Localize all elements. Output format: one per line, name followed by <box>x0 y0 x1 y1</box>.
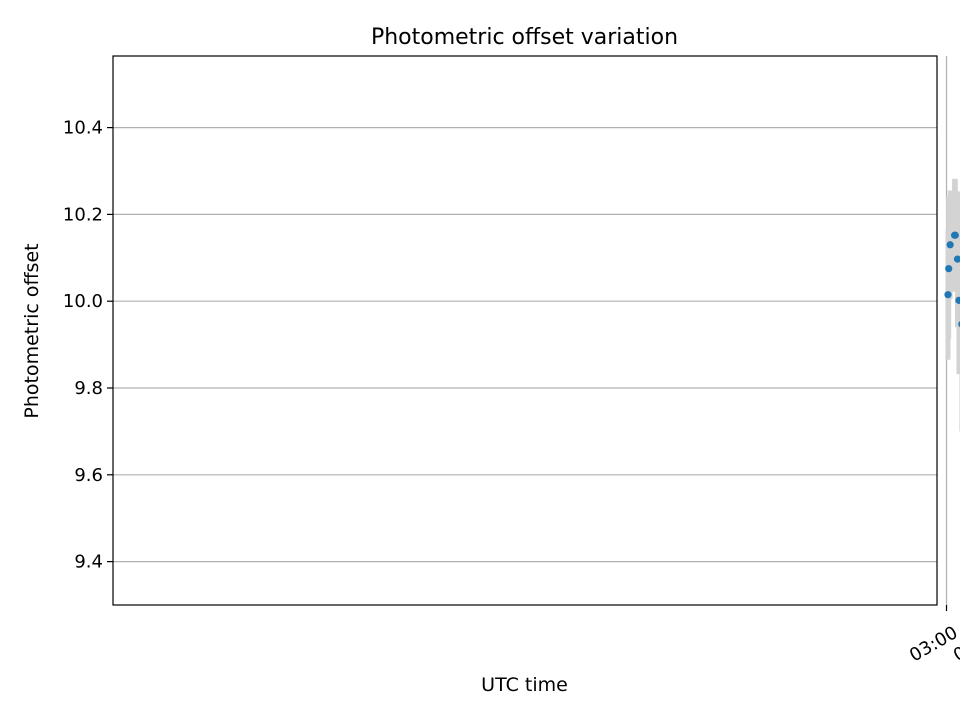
grid-lines <box>113 56 948 605</box>
y-tick-label: 10.0 <box>63 291 103 312</box>
chart-title: Photometric offset variation <box>371 25 678 50</box>
y-tick-label: 10.4 <box>63 118 103 139</box>
data-point <box>950 231 959 239</box>
y-tick-label: 9.6 <box>74 465 103 486</box>
y-axis-label: Photometric offset <box>21 243 43 418</box>
y-tick-label: 10.2 <box>63 204 103 225</box>
data-point <box>944 291 952 299</box>
y-tick-label: 9.8 <box>74 378 103 399</box>
data-points <box>944 231 960 328</box>
data-point <box>946 241 954 249</box>
y-tick-label: 9.4 <box>74 552 103 573</box>
plot-frame <box>112 55 938 606</box>
data-point <box>945 265 953 273</box>
data-point <box>955 296 960 304</box>
x-tick-label: 02:00 <box>950 622 960 666</box>
y-axis-ticks: 9.4 9.6 9.8 10.0 10.2 10.4 <box>63 118 113 573</box>
data-point <box>953 255 960 263</box>
x-axis-label: UTC time <box>481 674 568 696</box>
